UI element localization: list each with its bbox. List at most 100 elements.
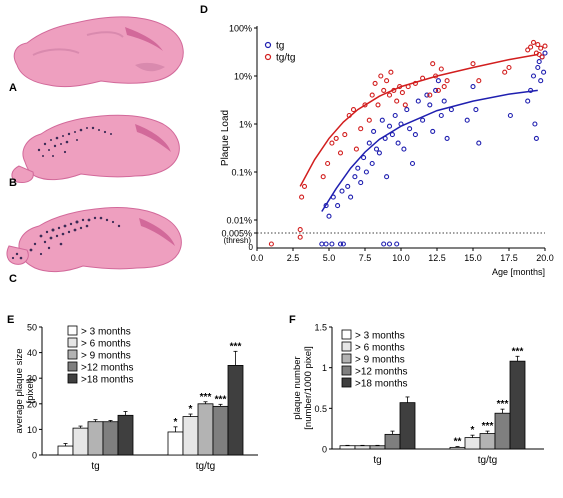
data-point-tgtg bbox=[444, 78, 450, 84]
data-point-tg bbox=[361, 155, 367, 161]
data-point-tg bbox=[371, 128, 377, 134]
x-tick-label: 0.0 bbox=[251, 253, 264, 263]
data-point-tg bbox=[464, 117, 470, 123]
data-point-tg bbox=[376, 150, 382, 156]
data-point-tg bbox=[319, 241, 325, 247]
data-point-tgtg bbox=[536, 51, 542, 58]
y-tick-label: 0.1% bbox=[231, 168, 252, 178]
panel-letter-a: A bbox=[9, 82, 17, 94]
data-point-tgtg bbox=[346, 112, 352, 119]
data-point-tg bbox=[438, 112, 444, 119]
data-point-tg bbox=[535, 64, 541, 71]
data-point-tg bbox=[394, 241, 400, 247]
data-point-tgtg bbox=[388, 69, 394, 75]
y-tick-label: 0.01% bbox=[226, 216, 252, 226]
data-point-tg bbox=[381, 241, 387, 247]
fit-curve-tg bbox=[321, 89, 538, 212]
y-tick-label: 0 bbox=[32, 451, 37, 461]
bar bbox=[509, 360, 526, 450]
legend-swatch bbox=[341, 365, 352, 376]
y-tick-label: 10 bbox=[27, 425, 37, 435]
data-point-tg bbox=[538, 78, 544, 84]
data-point-tgtg bbox=[420, 75, 426, 81]
legend-label: tg/tg bbox=[276, 53, 295, 64]
legend-marker bbox=[264, 53, 272, 61]
significance-marker: *** bbox=[497, 399, 509, 410]
data-point-tgtg bbox=[378, 73, 384, 79]
data-point-tgtg bbox=[525, 47, 531, 53]
data-point-tg bbox=[528, 87, 534, 93]
panel-letter-d: D bbox=[200, 4, 208, 16]
data-point-tg bbox=[337, 241, 344, 247]
y-tick-label: 0.5 bbox=[314, 404, 327, 414]
panel-letter-c: C bbox=[9, 273, 17, 285]
fit-curve-tgtg bbox=[299, 53, 538, 187]
x-axis-label: Age [months] bbox=[492, 267, 545, 277]
chart-f-plaque-number: F 0 0.5 1 1.5 plaque number[number/1000 pixel… bbox=[289, 314, 544, 466]
data-point-tgtg bbox=[506, 64, 512, 71]
data-point-tg bbox=[409, 160, 416, 167]
data-point-tgtg bbox=[391, 87, 397, 93]
legend-swatch bbox=[67, 349, 78, 360]
data-point-tg bbox=[389, 132, 395, 138]
data-point-tgtg bbox=[358, 126, 364, 132]
data-point-tgtg bbox=[369, 92, 375, 98]
data-point-tg bbox=[395, 140, 401, 146]
bar bbox=[479, 433, 496, 450]
legend-label: >12 months bbox=[81, 363, 134, 374]
bar bbox=[102, 421, 119, 456]
legend-swatch bbox=[67, 337, 78, 348]
legend-swatch bbox=[67, 373, 78, 384]
group-label: tg/tg bbox=[478, 455, 497, 466]
data-point-tg bbox=[420, 117, 426, 123]
data-point-tgtg bbox=[366, 117, 372, 123]
bar bbox=[227, 365, 244, 456]
data-point-tg bbox=[533, 135, 539, 141]
data-point-tgtg bbox=[476, 78, 482, 84]
data-point-tg bbox=[355, 165, 361, 171]
data-point-tgtg bbox=[297, 234, 303, 240]
data-point-tg bbox=[348, 194, 354, 200]
data-point-tg bbox=[532, 121, 538, 127]
data-point-tg bbox=[323, 203, 329, 209]
y-tick-label: 20 bbox=[27, 399, 37, 409]
data-point-tg bbox=[384, 174, 390, 180]
data-point-tgtg bbox=[381, 87, 387, 93]
data-point-tg bbox=[369, 160, 375, 167]
data-point-tgtg bbox=[333, 135, 339, 141]
bar bbox=[117, 414, 134, 456]
data-point-tgtg bbox=[430, 61, 436, 67]
significance-marker: *** bbox=[512, 346, 524, 357]
data-point-tg bbox=[407, 126, 413, 132]
y-tick-label: 1% bbox=[239, 120, 252, 130]
group-label: tg bbox=[91, 461, 99, 472]
data-point-tg bbox=[541, 69, 547, 75]
y-tick-label: 0 bbox=[322, 445, 327, 455]
brain-section-c: C bbox=[6, 207, 182, 285]
data-point-tg bbox=[401, 146, 407, 152]
data-point-tgtg bbox=[342, 132, 348, 138]
chart-d-plaque-load: D 0.005% 0.01% 0.1% 1% 10% 100% (thresh)00.0 2.5… bbox=[200, 4, 554, 277]
significance-marker: * bbox=[189, 404, 193, 415]
data-point-tgtg bbox=[375, 102, 381, 108]
data-point-tg bbox=[363, 169, 369, 175]
bar bbox=[369, 445, 386, 450]
data-point-tgtg bbox=[320, 174, 326, 180]
data-point-tgtg bbox=[372, 80, 378, 86]
legend-label: > 9 months bbox=[81, 351, 131, 362]
bar bbox=[384, 433, 401, 450]
data-point-tg bbox=[386, 123, 393, 129]
data-point-tg bbox=[412, 132, 418, 138]
data-point-tgtg bbox=[427, 92, 433, 98]
bar bbox=[182, 416, 199, 456]
significance-marker: *** bbox=[215, 394, 227, 405]
data-point-tgtg bbox=[325, 160, 331, 167]
data-point-tgtg bbox=[399, 90, 405, 96]
y-tick-label: 1 bbox=[322, 363, 327, 373]
bar bbox=[57, 445, 74, 456]
data-point-tg bbox=[345, 183, 351, 189]
y-tick-label: 10% bbox=[234, 72, 252, 82]
legend-label: >12 months bbox=[355, 367, 408, 378]
significance-marker: *** bbox=[482, 421, 494, 432]
data-point-tgtg bbox=[268, 241, 274, 247]
